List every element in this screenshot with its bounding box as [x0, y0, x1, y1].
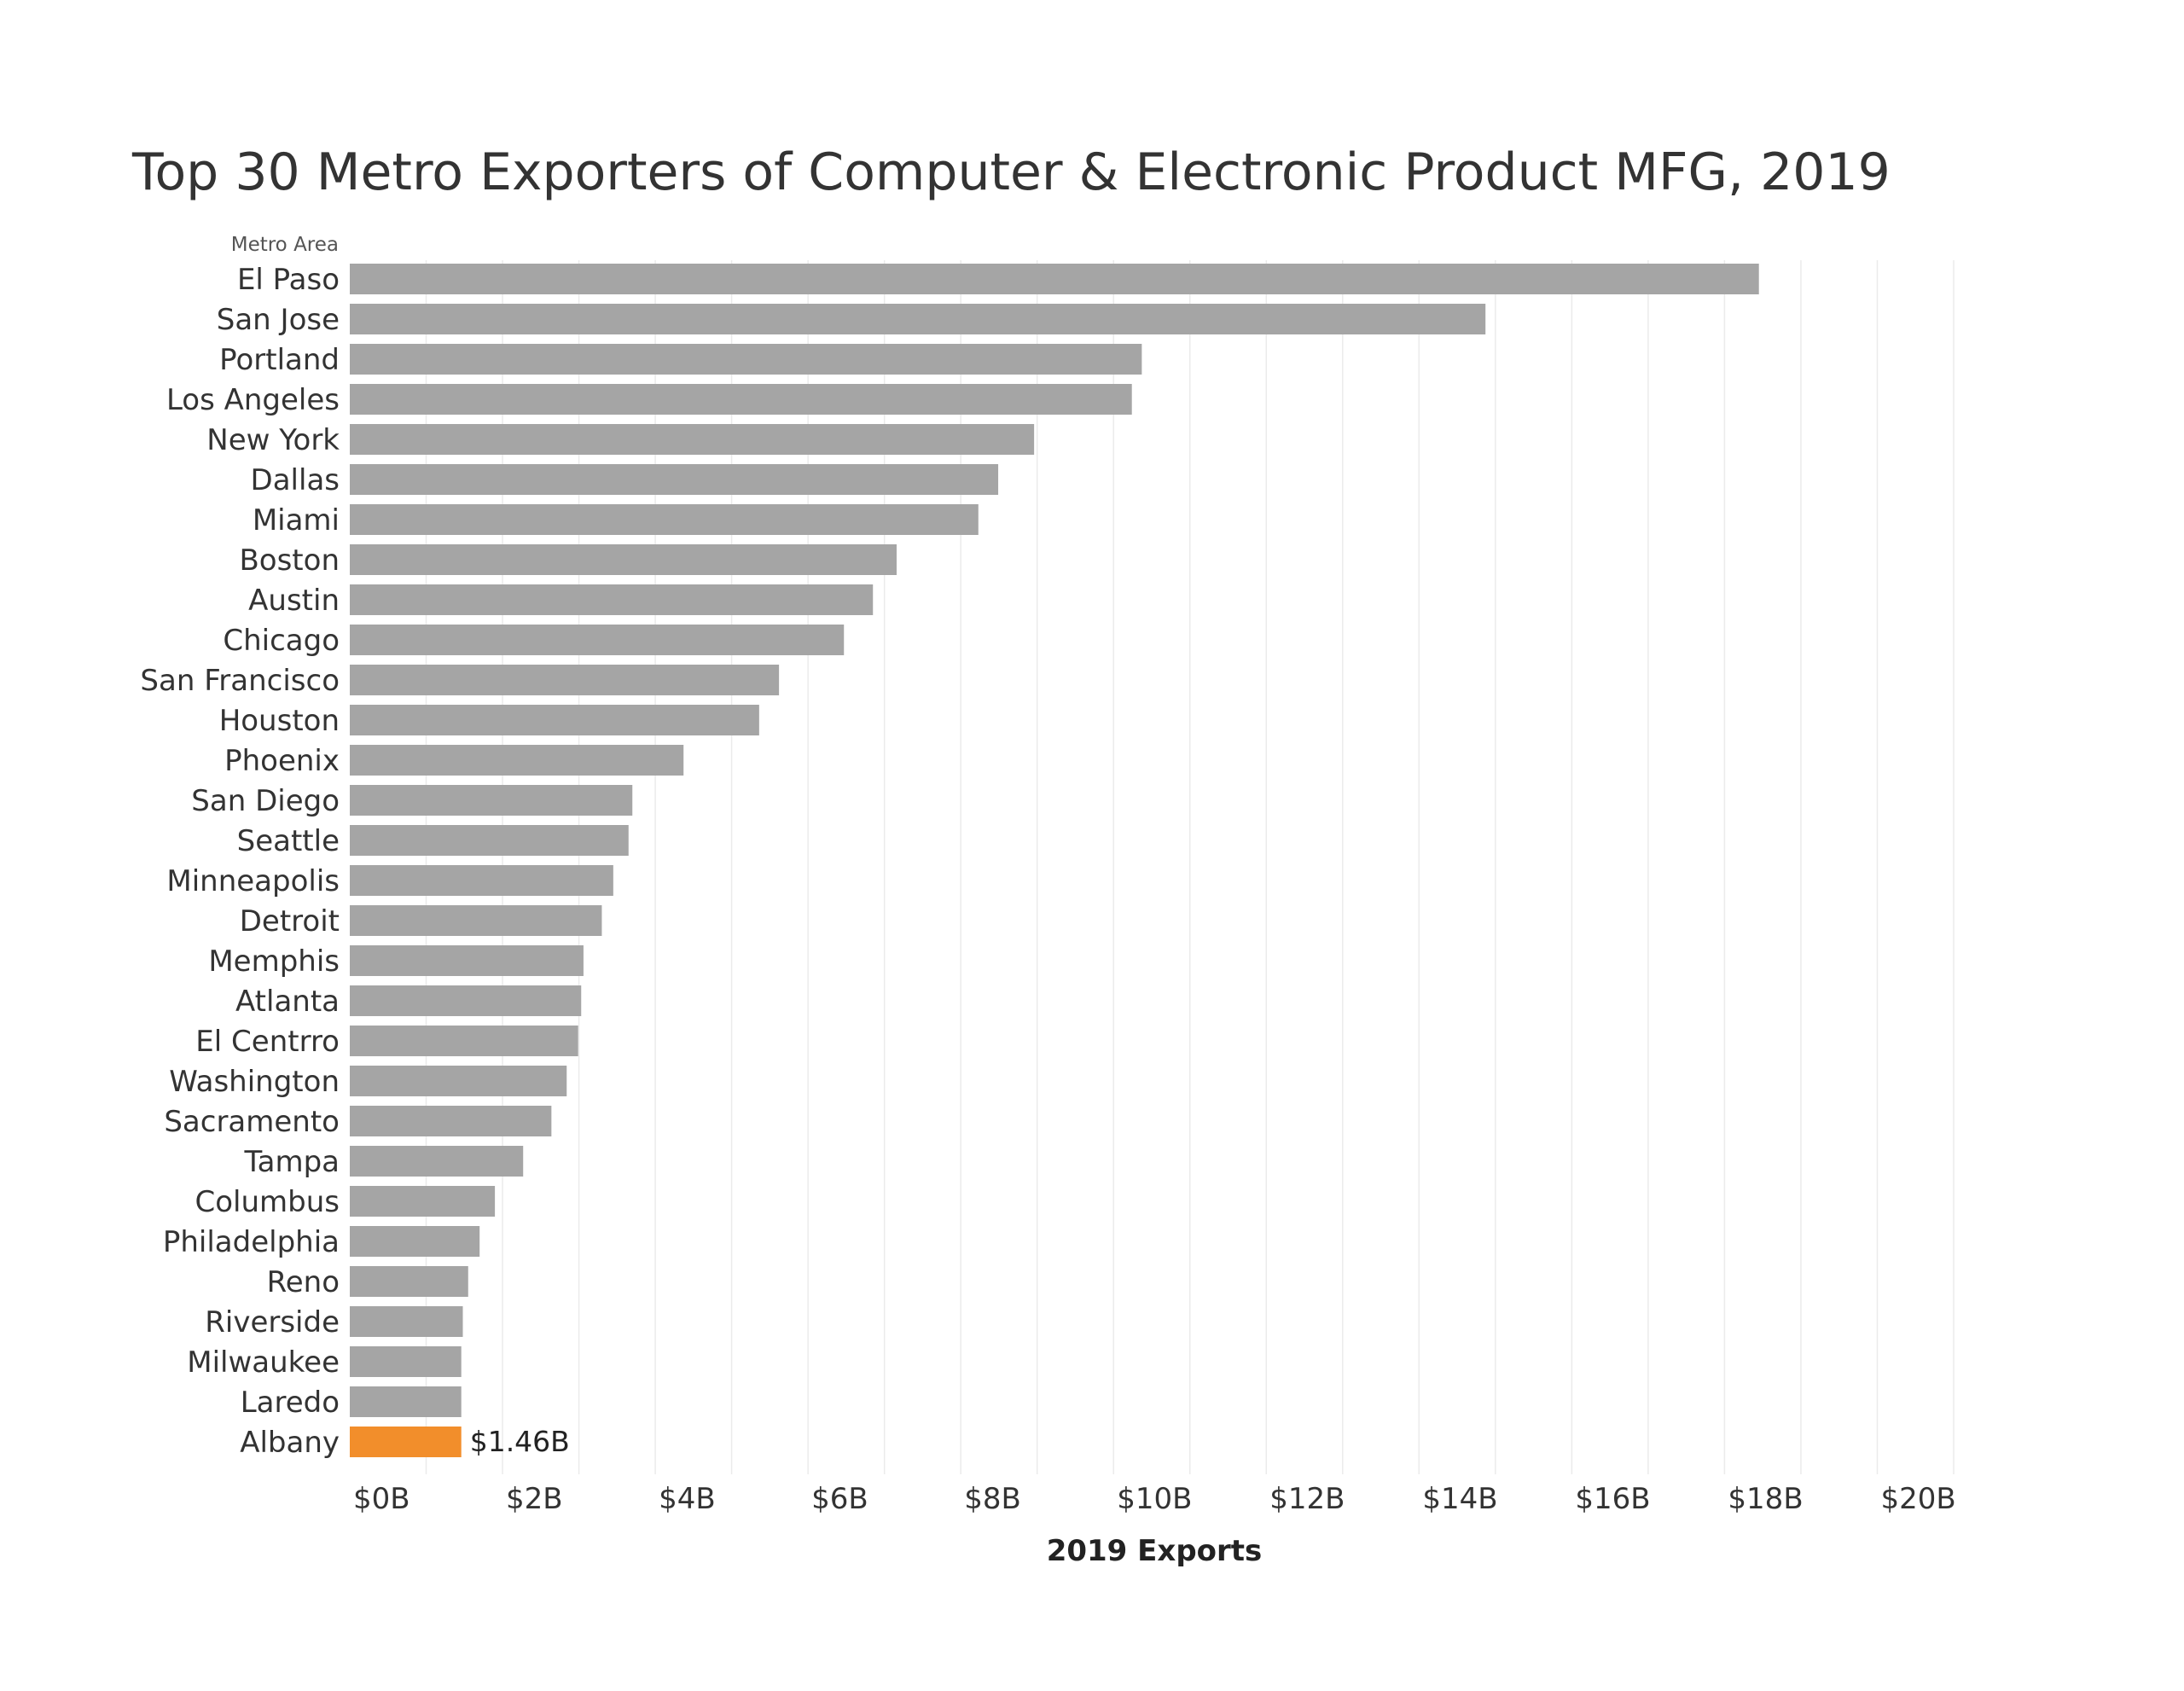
- bar-miami[interactable]: [350, 504, 979, 535]
- x-tick-label: $6B: [811, 1482, 868, 1516]
- y-label-el-paso: El Paso: [237, 263, 340, 297]
- y-label-portland: Portland: [219, 343, 340, 377]
- bar-albany[interactable]: [350, 1427, 462, 1457]
- y-label-houston: Houston: [219, 704, 340, 738]
- bar-riverside[interactable]: [350, 1306, 463, 1337]
- bar-atlanta[interactable]: [350, 985, 582, 1016]
- bar-chicago[interactable]: [350, 625, 845, 655]
- bar-tampa[interactable]: [350, 1146, 524, 1177]
- gridlines: [425, 260, 1955, 1474]
- row-header: Metro Area: [231, 234, 339, 256]
- bar-houston[interactable]: [350, 705, 759, 735]
- bar-minneapolis[interactable]: [350, 865, 613, 896]
- y-label-philadelphia: Philadelphia: [163, 1225, 340, 1259]
- y-label-laredo: Laredo: [241, 1386, 340, 1420]
- y-label-san-diego: San Diego: [191, 784, 340, 818]
- y-label-dallas: Dallas: [251, 463, 340, 497]
- y-label-el-centrro: El Centrro: [195, 1025, 340, 1059]
- bar-new-york[interactable]: [350, 424, 1035, 455]
- bar-phoenix[interactable]: [350, 745, 684, 776]
- bar-philadelphia[interactable]: [350, 1226, 480, 1257]
- bar-memphis[interactable]: [350, 945, 584, 976]
- bar-reno[interactable]: [350, 1266, 468, 1297]
- y-label-seattle: Seattle: [237, 824, 340, 858]
- bar-los-angeles[interactable]: [350, 384, 1132, 415]
- y-label-washington: Washington: [169, 1065, 340, 1099]
- x-tick-label: $14B: [1422, 1482, 1497, 1516]
- y-label-columbus: Columbus: [195, 1185, 340, 1219]
- x-axis-title: 2019 Exports: [1047, 1534, 1263, 1568]
- y-label-boston: Boston: [239, 543, 340, 578]
- y-label-san-jose: San Jose: [217, 303, 340, 337]
- bar-austin[interactable]: [350, 584, 874, 615]
- y-label-reno: Reno: [267, 1265, 340, 1299]
- y-label-atlanta: Atlanta: [235, 985, 340, 1019]
- y-label-new-york: New York: [206, 423, 340, 457]
- y-label-miami: Miami: [253, 503, 340, 538]
- bar-laredo[interactable]: [350, 1386, 462, 1417]
- x-tick-label: $2B: [506, 1482, 563, 1516]
- bar-boston[interactable]: [350, 544, 897, 575]
- y-label-los-angeles: Los Angeles: [166, 383, 340, 417]
- y-label-austin: Austin: [248, 584, 340, 618]
- y-axis-labels: El Paso San Jose Portland Los Angeles New Yo…: [140, 263, 340, 1460]
- bar-milwaukee[interactable]: [350, 1346, 462, 1377]
- bar-sacramento[interactable]: [350, 1106, 552, 1136]
- x-tick-label: $8B: [964, 1482, 1021, 1516]
- bar-el-centrro[interactable]: [350, 1026, 578, 1056]
- x-tick-label: $10B: [1117, 1482, 1192, 1516]
- bar-columbus[interactable]: [350, 1186, 496, 1217]
- y-label-albany: Albany: [240, 1426, 340, 1460]
- y-label-tampa: Tampa: [243, 1145, 340, 1179]
- chart-title: Top 30 Metro Exporters of Computer & Ele…: [131, 142, 1891, 202]
- x-tick-label: $4B: [659, 1482, 716, 1516]
- x-axis-ticks: $0B $2B $4B $6B $8B $10B $12B $14B $16B $18B $20B: [353, 1482, 1956, 1516]
- bar-seattle[interactable]: [350, 825, 629, 856]
- y-label-riverside: Riverside: [205, 1305, 340, 1339]
- bar-san-jose[interactable]: [350, 304, 1486, 334]
- bar-el-paso[interactable]: [350, 264, 1759, 294]
- y-label-milwaukee: Milwaukee: [187, 1345, 340, 1380]
- bars: $1.46B: [350, 264, 1759, 1458]
- bar-washington[interactable]: [350, 1066, 567, 1096]
- x-tick-label: $0B: [353, 1482, 410, 1516]
- y-label-phoenix: Phoenix: [224, 744, 340, 778]
- y-label-minneapolis: Minneapolis: [166, 864, 340, 898]
- data-label-albany: $1.46B: [470, 1425, 570, 1458]
- bar-san-diego[interactable]: [350, 785, 633, 816]
- bar-portland[interactable]: [350, 344, 1142, 375]
- y-label-detroit: Detroit: [240, 904, 340, 938]
- x-tick-label: $12B: [1269, 1482, 1345, 1516]
- bar-dallas[interactable]: [350, 464, 999, 495]
- x-tick-label: $18B: [1728, 1482, 1803, 1516]
- y-label-san-francisco: San Francisco: [140, 664, 340, 698]
- x-tick-label: $20B: [1880, 1482, 1955, 1516]
- y-label-memphis: Memphis: [208, 944, 340, 979]
- y-label-chicago: Chicago: [223, 624, 340, 658]
- bar-detroit[interactable]: [350, 905, 602, 936]
- bar-san-francisco[interactable]: [350, 665, 780, 695]
- x-tick-label: $16B: [1575, 1482, 1650, 1516]
- y-label-sacramento: Sacramento: [164, 1105, 340, 1139]
